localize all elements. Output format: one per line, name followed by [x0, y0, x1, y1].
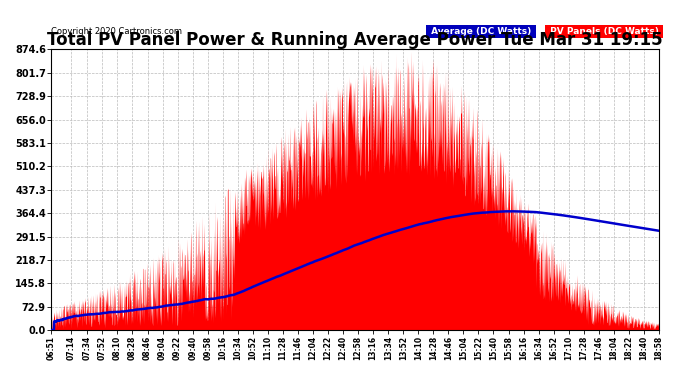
Text: PV Panels (DC Watts): PV Panels (DC Watts) [546, 27, 662, 36]
Text: Average (DC Watts): Average (DC Watts) [428, 27, 535, 36]
Text: Copyright 2020 Cartronics.com: Copyright 2020 Cartronics.com [52, 27, 182, 36]
Title: Total PV Panel Power & Running Average Power Tue Mar 31 19:15: Total PV Panel Power & Running Average P… [48, 31, 663, 49]
